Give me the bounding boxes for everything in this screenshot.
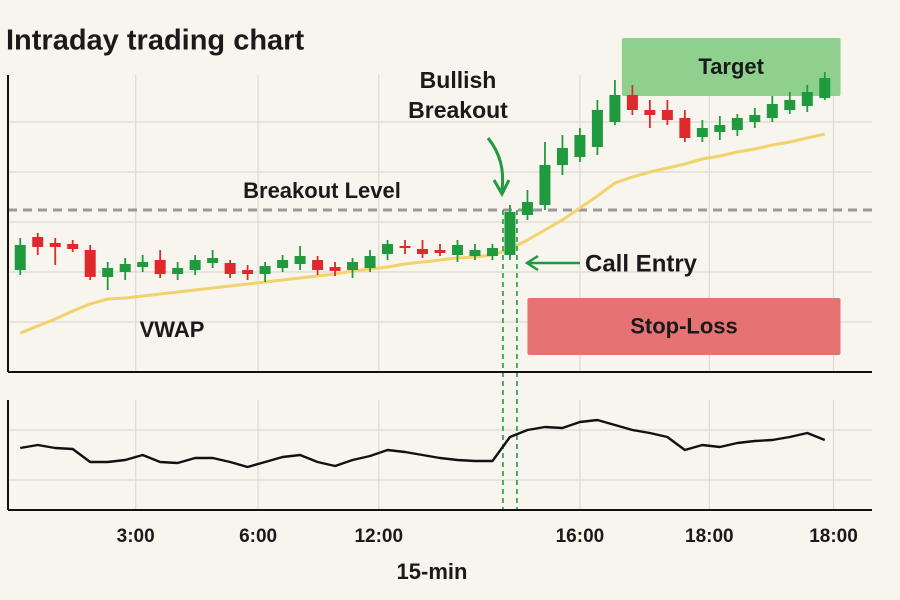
candle-body bbox=[242, 270, 254, 274]
candle-body bbox=[661, 110, 673, 120]
candle-body bbox=[626, 95, 638, 110]
candle-body bbox=[714, 125, 726, 132]
candle-body bbox=[294, 256, 306, 264]
candle-body bbox=[329, 267, 341, 271]
candle-body bbox=[644, 110, 656, 115]
breakout-level-label: Breakout Level bbox=[243, 178, 401, 203]
candle-body bbox=[207, 258, 219, 263]
candle-body bbox=[189, 260, 201, 270]
chart-title: Intraday trading chart bbox=[6, 25, 304, 57]
candle-body bbox=[451, 245, 463, 255]
x-tick-label: 12:00 bbox=[354, 526, 403, 547]
target-zone-label: Target bbox=[698, 54, 764, 79]
candle-body bbox=[504, 212, 516, 255]
call-entry-label: Call Entry bbox=[585, 250, 698, 277]
vwap-label: VWAP bbox=[140, 317, 205, 342]
candle-body bbox=[382, 244, 394, 254]
candle-body bbox=[591, 110, 603, 147]
candle-body bbox=[766, 104, 778, 118]
bullish-breakout-arrow bbox=[486, 137, 505, 191]
x-tick-label: 16:00 bbox=[556, 526, 605, 547]
bullish-breakout-label: Bullish bbox=[420, 67, 497, 93]
candle-body bbox=[224, 263, 236, 274]
x-tick-label: 3:00 bbox=[117, 526, 155, 547]
x-tick-label: 18:00 bbox=[685, 526, 734, 547]
candle-body bbox=[819, 78, 831, 98]
candle-body bbox=[312, 260, 324, 270]
candle-body bbox=[364, 256, 376, 268]
candle-body bbox=[172, 268, 184, 274]
candle-body bbox=[469, 250, 481, 256]
candle-body bbox=[347, 262, 359, 270]
candle-body bbox=[486, 248, 498, 256]
stop-loss-zone-label: Stop-Loss bbox=[630, 313, 738, 338]
candle-body bbox=[731, 118, 743, 130]
call-entry-arrowhead bbox=[524, 254, 539, 272]
candle-body bbox=[539, 165, 551, 205]
candle-body bbox=[609, 95, 621, 122]
candle-body bbox=[259, 266, 271, 274]
candle-body bbox=[84, 250, 96, 277]
candle-body bbox=[14, 245, 26, 270]
candle-body bbox=[49, 243, 61, 247]
target-zone bbox=[621, 38, 841, 96]
candle-body bbox=[137, 262, 149, 267]
candle-body bbox=[696, 128, 708, 137]
bullish-breakout-arrowhead bbox=[492, 179, 511, 198]
candle-body bbox=[801, 92, 813, 106]
bullish-breakout-label: Breakout bbox=[408, 97, 508, 123]
candle-body bbox=[102, 268, 114, 277]
candle-body bbox=[119, 264, 131, 272]
candle-body bbox=[399, 246, 411, 248]
indicator-line bbox=[20, 418, 826, 469]
candle-body bbox=[749, 115, 761, 122]
candle-body bbox=[67, 244, 79, 249]
x-tick-label: 18:00 bbox=[809, 526, 858, 547]
x-tick-label: 6:00 bbox=[239, 526, 277, 547]
x-axis-label: 15-min bbox=[397, 559, 468, 584]
candle-body bbox=[556, 148, 568, 165]
candle-body bbox=[154, 260, 166, 274]
candle-body bbox=[32, 237, 44, 247]
candle-body bbox=[784, 100, 796, 110]
candle-body bbox=[434, 250, 446, 253]
candle-body bbox=[679, 118, 691, 138]
candle-body bbox=[277, 260, 289, 268]
candle-body bbox=[574, 135, 586, 157]
stop-loss-zone bbox=[527, 298, 841, 355]
candle-body bbox=[417, 249, 429, 254]
vwap-line bbox=[19, 132, 826, 335]
candle-body bbox=[521, 202, 533, 215]
